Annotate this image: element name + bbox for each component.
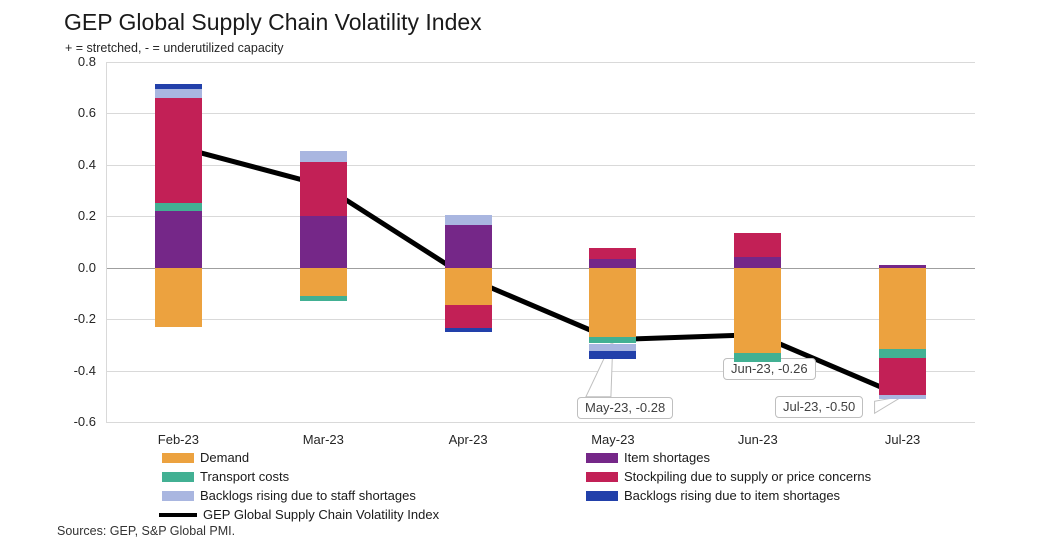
bar-segment — [589, 343, 637, 352]
gridline — [106, 422, 975, 423]
gridline — [106, 216, 975, 218]
bar-segment — [299, 296, 347, 302]
y-axis-label: -0.6 — [73, 414, 96, 429]
gridline — [106, 319, 975, 321]
backlogs-item-swatch-icon — [586, 490, 618, 501]
chart-title: GEP Global Supply Chain Volatility Index — [64, 9, 482, 35]
bar-segment — [444, 215, 492, 226]
bar-segment — [444, 267, 492, 305]
bar-segment — [589, 267, 637, 338]
legend-label: Demand — [200, 450, 250, 465]
legend-label: Backlogs rising due to staff shortages — [200, 488, 416, 503]
sources-note: Sources: GEP, S&P Global PMI. — [57, 524, 236, 538]
bar-segment — [154, 203, 202, 212]
legend-item-backlogs-item: Backlogs rising due to item shortages — [586, 488, 840, 503]
volatility-index-line — [177, 144, 904, 399]
bar-segment — [154, 98, 202, 204]
bar-segment — [299, 267, 347, 296]
line-overlay — [177, 144, 904, 415]
gridline — [106, 164, 975, 166]
callout-jun-23: Jun-23, -0.26 — [723, 358, 816, 380]
x-axis-label: May-23 — [591, 432, 635, 447]
bar-segment — [734, 267, 782, 353]
stockpiling-swatch-icon — [586, 471, 618, 482]
x-axis-label: Jun-23 — [737, 432, 778, 447]
bar-segment — [589, 258, 637, 268]
bar-segment — [154, 211, 202, 268]
plot-area: May-23, -0.28 Jun-23, -0.26 Jul-23, -0.5… — [74, 54, 975, 447]
y-axis-label: 0.8 — [77, 54, 96, 69]
bar-segment — [589, 337, 637, 344]
bar-segment — [299, 216, 347, 268]
legend-item-demand: Demand — [162, 450, 249, 465]
legend-item-item-shortages: Item shortages — [586, 450, 710, 465]
chart-subtitle: + = stretched, - = underutilized capacit… — [65, 41, 284, 55]
y-axis-label: 0.6 — [77, 105, 96, 121]
legend-item-transport-costs: Transport costs — [162, 469, 289, 484]
legend-label: Backlogs rising due to item shortages — [624, 488, 841, 503]
legend-label: Stockpiling due to supply or price conce… — [624, 469, 872, 484]
legend-label: Item shortages — [624, 450, 710, 465]
bar-segment — [879, 357, 927, 395]
gridline — [106, 370, 975, 372]
item-shortages-swatch-icon — [586, 452, 618, 463]
y-axis-label: 0.2 — [77, 208, 96, 224]
transport-costs-swatch-icon — [162, 471, 194, 482]
bar-segment — [154, 89, 202, 98]
y-axis-label: -0.4 — [73, 362, 96, 378]
bar-segment — [734, 352, 782, 362]
x-axis-label: Feb-23 — [157, 432, 199, 447]
bar-segment — [589, 351, 637, 359]
y-axis-label: 0.4 — [77, 156, 96, 172]
bar-segment — [154, 83, 202, 89]
bar-segment — [444, 328, 492, 332]
gridline — [106, 267, 975, 269]
gridline — [106, 62, 975, 63]
bar-segment — [589, 248, 637, 259]
bar-segment — [879, 267, 927, 349]
bar-segment — [299, 162, 347, 217]
y-axis-label: 0.0 — [77, 259, 96, 275]
legend-item-gep-index-line: GEP Global Supply Chain Volatility Index — [159, 507, 439, 522]
bar-segment — [444, 225, 492, 268]
bar-segment — [734, 257, 782, 268]
y-axis-label: -0.2 — [73, 311, 96, 327]
callout-jul-23: Jul-23, -0.50 — [775, 396, 864, 418]
bar-segment — [879, 395, 927, 399]
bar-segment — [154, 267, 202, 327]
bar-segment — [444, 305, 492, 329]
y-axis-line — [106, 62, 107, 422]
legend-item-backlogs-staff: Backlogs rising due to staff shortages — [162, 488, 416, 503]
bar-segment — [734, 233, 782, 258]
gridline — [106, 113, 975, 115]
demand-swatch-icon — [162, 452, 194, 463]
bar-segment — [879, 265, 927, 268]
legend-label: Transport costs — [200, 469, 290, 484]
index-line-swatch-icon — [159, 512, 197, 517]
x-axis-label: Jul-23 — [884, 432, 921, 447]
backlogs-staff-swatch-icon — [162, 490, 194, 501]
callout-may-23: May-23, -0.28 — [577, 397, 674, 419]
bar-segment — [879, 348, 927, 358]
x-axis-label: Mar-23 — [302, 432, 344, 447]
bar-segment — [299, 150, 347, 163]
x-axis-label: Apr-23 — [448, 432, 488, 447]
legend-item-stockpiling: Stockpiling due to supply or price conce… — [586, 469, 871, 484]
legend-label: GEP Global Supply Chain Volatility Index — [203, 507, 440, 522]
